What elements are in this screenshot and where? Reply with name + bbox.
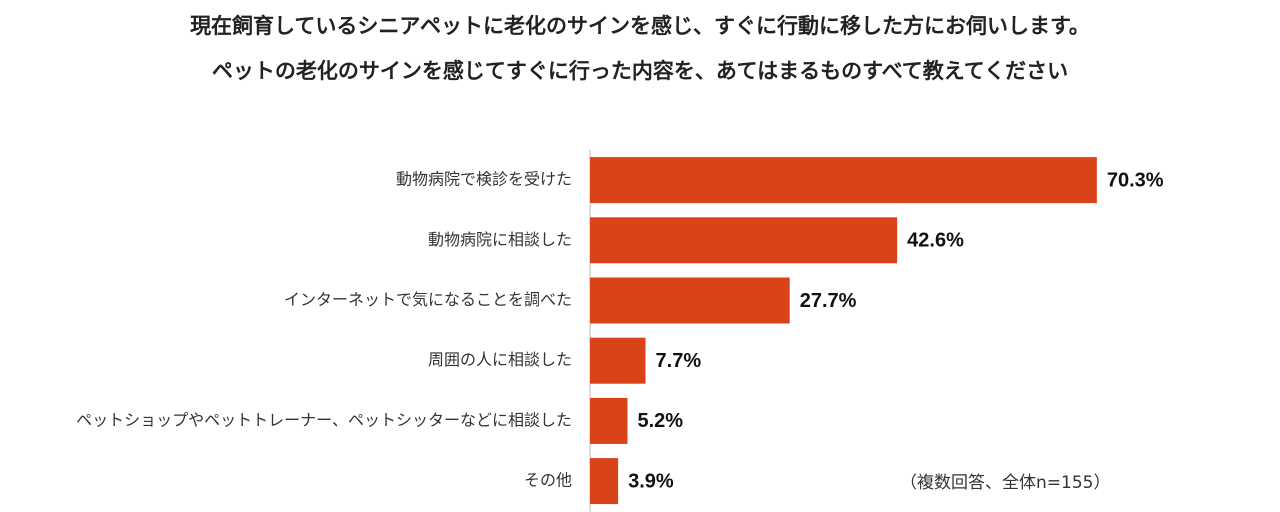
- category-label: ペットショップやペットトレーナー、ペットシッターなどに相談した: [76, 410, 572, 429]
- value-label: 3.9%: [628, 470, 674, 492]
- bar: [590, 277, 790, 324]
- value-label: 70.3%: [1107, 169, 1164, 191]
- category-label: 動物病院で検診を受けた: [396, 170, 572, 189]
- category-label: 周囲の人に相談した: [428, 350, 572, 369]
- bar: [590, 337, 646, 384]
- category-label: その他: [524, 471, 572, 490]
- value-label: 42.6%: [907, 230, 964, 252]
- category-label: インターネットで気になることを調べた: [284, 290, 572, 309]
- bar: [590, 397, 628, 444]
- chart-title: ペットの老化のサインを感じてすぐに行った内容を、あてはまるものすべて教えてくださ…: [212, 59, 1068, 83]
- bar: [590, 217, 898, 264]
- annotation: （複数回答、全体n=155）: [900, 473, 1110, 493]
- bar: [590, 458, 619, 505]
- value-label: 27.7%: [800, 290, 857, 312]
- category-label: 動物病院に相談した: [428, 230, 572, 249]
- bar: [590, 157, 1097, 204]
- value-label: 5.2%: [637, 410, 683, 432]
- value-label: 7.7%: [656, 350, 702, 372]
- chart-title: 現在飼育しているシニアペットに老化のサインを感じ、すぐに行動に移した方にお伺いし…: [190, 14, 1090, 38]
